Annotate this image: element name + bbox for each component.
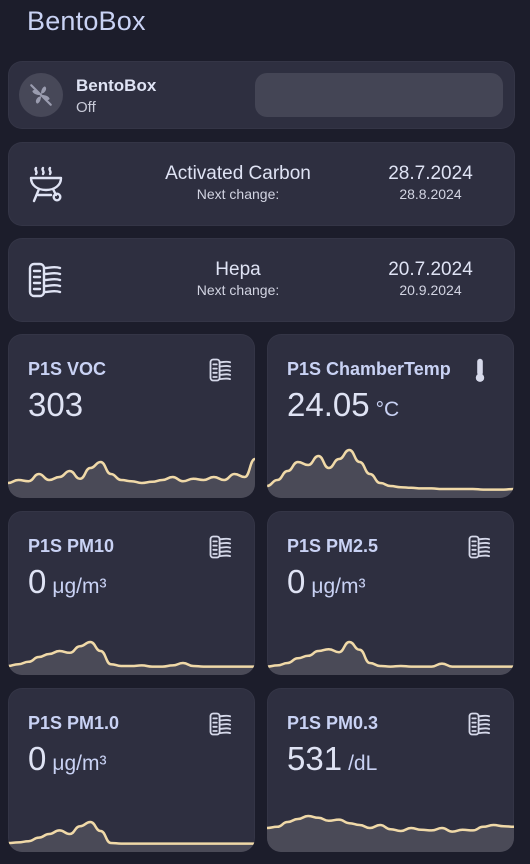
- air-filter-icon: [209, 712, 232, 736]
- air-filter-icon: [209, 535, 232, 559]
- sparkline-area: [267, 642, 514, 675]
- sensor-sparkline: [267, 640, 514, 675]
- filter-name: Activated Carbon: [165, 163, 311, 184]
- sensor-name: P1S ChamberTemp: [287, 359, 451, 379]
- sensor-name: P1S PM1.0: [28, 713, 120, 733]
- filter-date: 28.7.2024: [388, 163, 473, 184]
- sensor-value: 531: [287, 740, 343, 777]
- next-change-date: 28.8.2024: [399, 186, 462, 202]
- sensor-name: P1S PM0.3: [287, 713, 379, 733]
- sparkline-line: [8, 640, 255, 668]
- fan-toggle[interactable]: [19, 73, 63, 117]
- sparkline-line: [8, 820, 255, 845]
- sensor-name: P1S PM2.5: [287, 536, 379, 556]
- thermometer-icon: [475, 358, 485, 382]
- next-change-date: 20.9.2024: [399, 282, 462, 298]
- fan-speed-slider[interactable]: [255, 73, 503, 117]
- filter-date: 20.7.2024: [388, 259, 473, 280]
- sensor-card-pm25[interactable]: P1S PM2.5 0 μg/m³: [267, 511, 514, 675]
- sensor-name: P1S VOC: [28, 359, 107, 379]
- fan-name: BentoBox: [76, 76, 157, 95]
- sensor-card-pm10[interactable]: P1S PM10 0 μg/m³: [8, 511, 255, 675]
- next-change-label: Next change:: [196, 282, 280, 298]
- sensor-name: P1S PM10: [28, 536, 115, 556]
- sensor-sparkline: [8, 457, 255, 498]
- sparkline-line: [267, 640, 514, 668]
- sensor-sparkline: [8, 640, 255, 675]
- sensor-unit: μg/m³: [52, 752, 107, 775]
- sensor-sparkline: [267, 448, 514, 498]
- fan-card[interactable]: BentoBox Off: [8, 61, 515, 129]
- sensor-value: 0: [28, 563, 47, 600]
- air-filter-icon: [28, 262, 62, 298]
- fan-off-icon: [30, 84, 52, 106]
- sparkline-line: [8, 457, 255, 485]
- filter-card-carbon[interactable]: Activated Carbon Next change: 28.7.2024 …: [8, 142, 515, 226]
- air-filter-icon: [468, 712, 491, 736]
- sensor-card-pm1[interactable]: P1S PM1.0 0 μg/m³: [8, 688, 255, 852]
- sparkline-area: [267, 450, 514, 498]
- sparkline-area: [8, 642, 255, 675]
- air-filter-icon: [468, 535, 491, 559]
- sensor-unit: /dL: [348, 752, 378, 775]
- sparkline-area: [8, 822, 255, 852]
- sensor-unit: °C: [375, 398, 400, 421]
- sparkline-area: [8, 459, 255, 498]
- filter-card-hepa[interactable]: Hepa Next change: 20.7.2024 20.9.2024: [8, 238, 515, 322]
- sensor-unit: μg/m³: [52, 575, 107, 598]
- sensor-sparkline: [267, 814, 514, 852]
- sensor-card-chamber-temp[interactable]: P1S ChamberTemp 24.05 °C: [267, 334, 514, 498]
- sensor-value: 0: [28, 740, 47, 777]
- sensor-value: 0: [287, 563, 306, 600]
- sparkline-area: [267, 816, 514, 852]
- sensor-card-pm03[interactable]: P1S PM0.3 531/dL: [267, 688, 514, 852]
- sparkline-line: [267, 448, 514, 491]
- grill-icon: [29, 166, 63, 203]
- next-change-label: Next change:: [196, 186, 280, 202]
- sensor-sparkline: [8, 820, 255, 852]
- air-filter-icon: [209, 358, 232, 382]
- fan-state: Off: [76, 99, 96, 116]
- sparkline-line: [267, 814, 514, 833]
- sensor-unit: μg/m³: [311, 575, 366, 598]
- sensor-card-voc[interactable]: P1S VOC 303: [8, 334, 255, 498]
- sensor-value: 24.05: [287, 386, 370, 423]
- filter-name: Hepa: [215, 259, 261, 280]
- page-title: BentoBox: [27, 6, 146, 36]
- sensor-value: 303: [28, 386, 84, 423]
